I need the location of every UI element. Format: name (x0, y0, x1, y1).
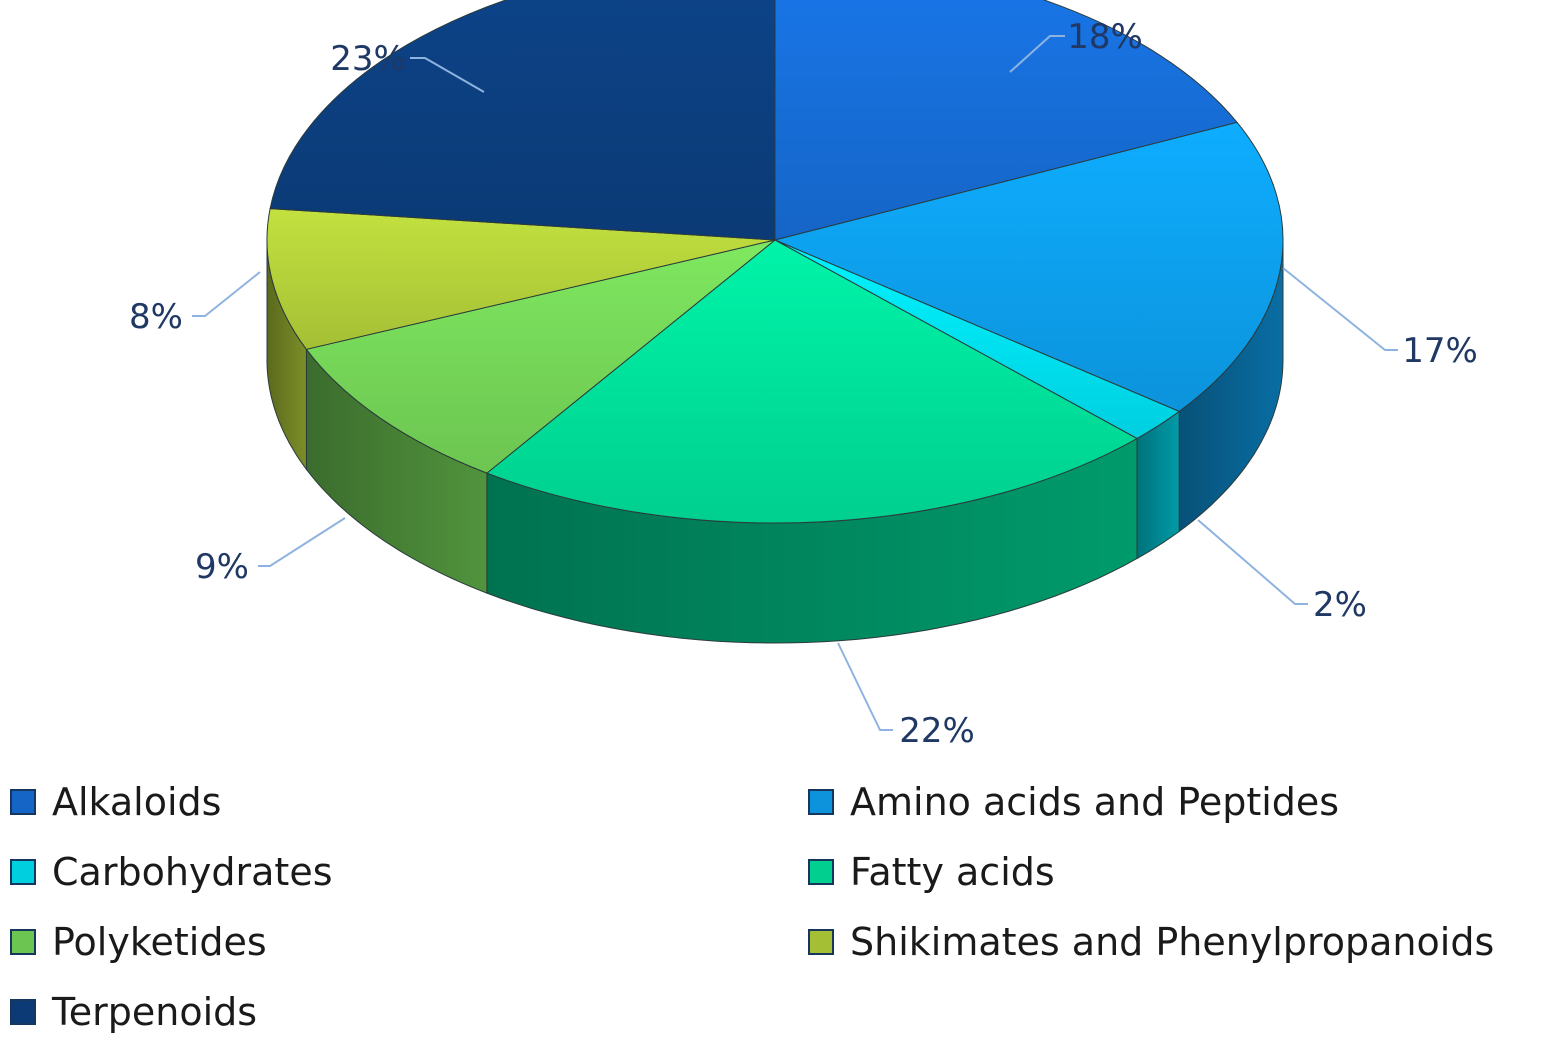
legend-item-fatty-acids: Fatty acids (808, 848, 1055, 896)
leader-line-carbohydrates (1197, 519, 1308, 605)
data-label-carbohydrates: 2% (1313, 585, 1367, 625)
legend-item-polyketides: Polyketides (10, 918, 267, 966)
legend-item-terpenoids: Terpenoids (10, 988, 257, 1036)
pie-slice-amino-acids-and-peptides (773, 121, 1284, 412)
data-label-terpenoids: 23% (330, 39, 406, 79)
leader-line-alkaloids (1009, 35, 1065, 73)
leader-lines (192, 35, 1398, 731)
leader-line-polyketides (258, 517, 346, 567)
pie-tops (266, 0, 1284, 524)
data-label-shikimates-and-phenylpropanoids: 8% (129, 297, 183, 337)
legend-item-carbohydrates: Carbohydrates (10, 848, 333, 896)
legend-swatch (10, 999, 36, 1025)
legend-label: Shikimates and Phenylpropanoids (850, 920, 1495, 964)
legend-label: Fatty acids (850, 850, 1055, 894)
leader-line-fatty-acids (837, 642, 893, 731)
data-label-amino-acids-and-peptides: 17% (1402, 331, 1478, 371)
data-labels: 18% 17% 2% 22% 9% 8% 23% (129, 17, 1478, 751)
legend-swatch (808, 929, 834, 955)
legend-swatch (808, 859, 834, 885)
legend-label: Alkaloids (52, 780, 222, 824)
legend-item-alkaloids: Alkaloids (10, 778, 221, 826)
legend-label: Polyketides (52, 920, 267, 964)
pie-chart: 18% 17% 2% 22% 9% 8% 23% (129, 0, 1478, 751)
pie-slice-fatty-acids (485, 239, 1139, 524)
leader-line-shikimates-and-phenylpropanoids (192, 271, 261, 317)
data-label-alkaloids: 18% (1067, 17, 1143, 57)
legend-label: Carbohydrates (52, 850, 333, 894)
data-label-fatty-acids: 22% (899, 711, 975, 751)
pie-sides (266, 239, 1284, 644)
data-label-polyketides: 9% (195, 547, 249, 587)
legend-item-amino-acids-and-peptides: Amino acids and Peptides (808, 778, 1339, 826)
legend-swatch (10, 929, 36, 955)
pie-slice-shikimates-and-phenylpropanoids (266, 208, 776, 350)
leader-line-amino-acids-and-peptides (1282, 267, 1398, 351)
pie-slice-terpenoids (269, 0, 776, 241)
legend-label: Terpenoids (52, 990, 258, 1034)
legend-item-shikimates-and-phenylpropanoids: Shikimates and Phenylpropanoids (808, 918, 1494, 966)
legend-swatch (10, 789, 36, 815)
legend-swatch (10, 859, 36, 885)
legend: Alkaloids Amino acids and Peptides Carbohy… (0, 780, 1547, 1060)
legend-swatch (808, 789, 834, 815)
pie-chart-svg: 18% 17% 2% 22% 9% 8% 23% (129, 0, 1478, 751)
leader-line-terpenoids (410, 57, 485, 93)
legend-label: Amino acids and Peptides (850, 780, 1340, 824)
pie-slice-alkaloids (774, 0, 1238, 241)
pie-slice-polyketides (305, 239, 776, 474)
